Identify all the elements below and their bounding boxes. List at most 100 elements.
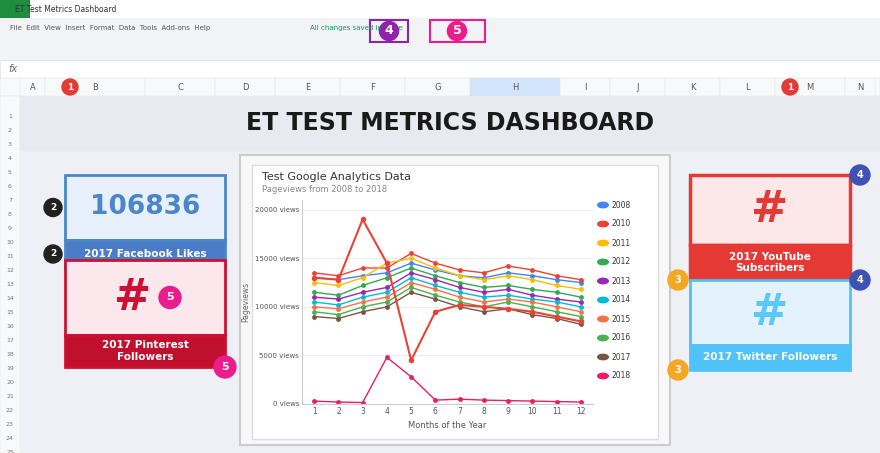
Text: 11: 11 xyxy=(6,255,14,260)
Text: 2016: 2016 xyxy=(611,333,630,342)
Text: C: C xyxy=(177,82,183,92)
Text: 2017 YouTube
Subscribers: 2017 YouTube Subscribers xyxy=(729,252,811,273)
Circle shape xyxy=(782,79,798,95)
Text: A: A xyxy=(30,82,35,92)
Bar xyxy=(65,260,225,335)
Bar xyxy=(45,78,145,96)
Text: 4: 4 xyxy=(856,275,863,285)
Text: 4: 4 xyxy=(8,156,12,162)
Text: 3: 3 xyxy=(675,275,681,285)
Bar xyxy=(20,96,880,151)
Bar xyxy=(430,20,485,42)
Text: 17: 17 xyxy=(6,338,14,343)
Text: 6: 6 xyxy=(8,184,12,189)
Text: 16: 16 xyxy=(6,324,14,329)
Bar xyxy=(215,78,275,96)
Text: #: # xyxy=(114,276,151,319)
Text: #: # xyxy=(752,188,788,231)
Text: #: # xyxy=(752,291,788,334)
Circle shape xyxy=(62,79,78,95)
Bar xyxy=(370,20,408,42)
Text: 2017: 2017 xyxy=(611,352,630,361)
Bar xyxy=(0,96,20,453)
Text: 18: 18 xyxy=(6,352,14,357)
Text: 3: 3 xyxy=(675,365,681,375)
Text: N: N xyxy=(857,82,863,92)
Text: 1: 1 xyxy=(67,82,73,92)
Bar xyxy=(610,78,665,96)
Circle shape xyxy=(44,198,62,217)
Text: H: H xyxy=(512,82,518,92)
Text: I: I xyxy=(583,82,586,92)
Text: File  Edit  View  Insert  Format  Data  Tools  Add-ons  Help: File Edit View Insert Format Data Tools … xyxy=(10,25,210,31)
Text: 2015: 2015 xyxy=(611,314,630,323)
Circle shape xyxy=(850,165,870,185)
Bar xyxy=(145,78,215,96)
Text: 9: 9 xyxy=(8,226,12,231)
Text: 2: 2 xyxy=(8,129,12,134)
Text: K: K xyxy=(690,82,695,92)
Bar xyxy=(775,78,845,96)
Bar xyxy=(0,60,880,78)
Bar xyxy=(720,78,775,96)
Text: L: L xyxy=(745,82,750,92)
Circle shape xyxy=(668,270,688,290)
Text: 13: 13 xyxy=(6,283,14,288)
Bar xyxy=(340,78,405,96)
Text: 3: 3 xyxy=(8,143,12,148)
Y-axis label: Pageviews: Pageviews xyxy=(241,282,251,322)
Bar xyxy=(240,155,670,445)
Text: 5: 5 xyxy=(221,362,229,372)
Text: B: B xyxy=(92,82,98,92)
Text: J: J xyxy=(636,82,639,92)
Bar xyxy=(690,245,850,280)
Bar xyxy=(470,78,560,96)
Text: 23: 23 xyxy=(6,423,14,428)
Bar xyxy=(252,165,658,439)
Bar xyxy=(65,240,225,268)
Text: 24: 24 xyxy=(6,437,14,442)
Bar xyxy=(665,78,720,96)
Text: 2011: 2011 xyxy=(611,238,630,247)
Text: 1: 1 xyxy=(787,82,793,92)
X-axis label: Months of the Year: Months of the Year xyxy=(408,421,487,430)
Text: Pageviews from 2008 to 2018: Pageviews from 2008 to 2018 xyxy=(262,184,387,193)
Text: 22: 22 xyxy=(6,409,14,414)
Circle shape xyxy=(159,286,181,308)
Text: 12: 12 xyxy=(6,269,14,274)
Text: 15: 15 xyxy=(6,310,14,315)
Text: Test Google Analytics Data: Test Google Analytics Data xyxy=(262,172,411,182)
Text: E: E xyxy=(304,82,310,92)
Bar xyxy=(0,0,30,18)
Bar xyxy=(20,96,880,453)
Text: 2014: 2014 xyxy=(611,295,630,304)
Bar xyxy=(20,151,880,453)
Text: 4: 4 xyxy=(385,24,393,38)
Text: 5: 5 xyxy=(8,170,12,175)
Bar xyxy=(65,335,225,367)
Text: 2: 2 xyxy=(50,203,56,212)
Bar xyxy=(405,78,470,96)
Text: G: G xyxy=(434,82,441,92)
Bar xyxy=(690,175,850,245)
Text: 4: 4 xyxy=(856,170,863,180)
Bar xyxy=(65,175,225,240)
Text: 10: 10 xyxy=(6,241,14,246)
Text: 2017 Facebook Likes: 2017 Facebook Likes xyxy=(84,249,206,259)
Circle shape xyxy=(214,356,236,378)
Text: 2008: 2008 xyxy=(611,201,630,209)
Text: ET TEST METRICS DASHBOARD: ET TEST METRICS DASHBOARD xyxy=(246,111,654,135)
Bar xyxy=(0,78,880,96)
Text: 2010: 2010 xyxy=(611,220,630,228)
Bar xyxy=(20,78,45,96)
Text: M: M xyxy=(806,82,814,92)
Text: fx: fx xyxy=(8,64,17,74)
Text: 5: 5 xyxy=(452,24,461,38)
Bar xyxy=(845,78,875,96)
Text: F: F xyxy=(370,82,375,92)
Text: ET Test Metrics Dashboard: ET Test Metrics Dashboard xyxy=(15,5,116,14)
Bar xyxy=(0,0,880,18)
Text: 2017 Twitter Followers: 2017 Twitter Followers xyxy=(703,352,837,362)
Text: 2: 2 xyxy=(50,250,56,259)
Circle shape xyxy=(44,245,62,263)
